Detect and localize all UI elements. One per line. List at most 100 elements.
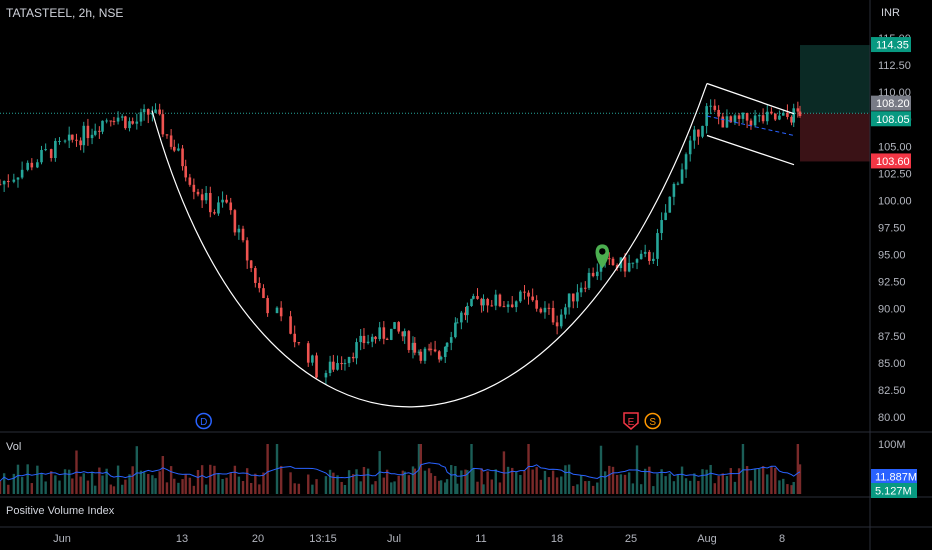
candle[interactable] <box>128 117 131 132</box>
candle[interactable] <box>12 173 16 184</box>
candle[interactable] <box>154 103 157 114</box>
candle[interactable] <box>249 260 253 273</box>
candle[interactable] <box>75 133 78 147</box>
candle[interactable] <box>343 359 347 371</box>
candle[interactable] <box>656 228 659 266</box>
candle[interactable] <box>169 129 173 150</box>
candle[interactable] <box>792 103 796 127</box>
candle[interactable] <box>498 293 502 308</box>
candle[interactable] <box>417 349 421 356</box>
candle[interactable] <box>49 148 53 162</box>
candle[interactable] <box>86 118 90 146</box>
candle[interactable] <box>366 334 370 345</box>
event-badge-s[interactable]: S <box>644 412 661 430</box>
candle[interactable] <box>643 244 647 258</box>
candle[interactable] <box>564 303 567 319</box>
candle[interactable] <box>82 121 86 153</box>
candle[interactable] <box>93 123 97 137</box>
candle[interactable] <box>217 196 220 216</box>
candle[interactable] <box>161 109 165 138</box>
candle[interactable] <box>139 108 143 126</box>
candle[interactable] <box>0 179 2 186</box>
candle[interactable] <box>385 337 389 341</box>
candle[interactable] <box>131 117 134 125</box>
candle[interactable] <box>455 318 459 324</box>
candle[interactable] <box>237 224 241 240</box>
candle[interactable] <box>332 354 335 372</box>
candle[interactable] <box>351 352 355 363</box>
candle[interactable] <box>158 103 161 116</box>
candle[interactable] <box>262 284 265 299</box>
candle[interactable] <box>378 321 381 342</box>
candle[interactable] <box>490 300 494 307</box>
candle[interactable] <box>54 138 57 162</box>
candle[interactable] <box>200 188 204 208</box>
candle[interactable] <box>693 125 696 149</box>
candle[interactable] <box>413 337 417 356</box>
candle[interactable] <box>741 112 745 124</box>
candle[interactable] <box>587 268 591 290</box>
candle[interactable] <box>30 158 34 171</box>
candle[interactable] <box>289 310 292 335</box>
candle[interactable] <box>717 105 720 125</box>
candle[interactable] <box>116 111 120 125</box>
candle[interactable] <box>482 294 485 312</box>
candle[interactable] <box>668 196 672 213</box>
candle[interactable] <box>67 126 71 149</box>
candle[interactable] <box>403 328 406 344</box>
candle[interactable] <box>90 128 94 145</box>
candle[interactable] <box>737 113 741 126</box>
candle[interactable] <box>328 355 332 377</box>
candle[interactable] <box>464 306 467 321</box>
candle[interactable] <box>676 181 680 186</box>
candle[interactable] <box>790 115 793 126</box>
candle[interactable] <box>543 301 547 319</box>
flag-mid-line[interactable] <box>706 115 795 136</box>
candle[interactable] <box>63 139 67 144</box>
candle[interactable] <box>778 110 781 121</box>
target-zone[interactable] <box>800 45 870 114</box>
candle[interactable] <box>437 350 441 363</box>
candle[interactable] <box>514 300 518 313</box>
candle[interactable] <box>120 114 124 121</box>
candle[interactable] <box>576 284 579 308</box>
candle[interactable] <box>362 328 366 350</box>
symbol-title[interactable]: TATASTEEL, 2h, NSE <box>6 6 124 20</box>
candle[interactable] <box>101 120 104 135</box>
candle[interactable] <box>798 105 802 118</box>
candle[interactable] <box>433 340 437 353</box>
candle[interactable] <box>275 306 279 314</box>
candle[interactable] <box>293 325 297 348</box>
candle[interactable] <box>460 310 463 330</box>
indicator-pane-label[interactable]: Positive Volume Index <box>6 505 115 517</box>
candle[interactable] <box>709 99 712 115</box>
candle[interactable] <box>221 191 224 208</box>
candle[interactable] <box>583 281 587 293</box>
candle[interactable] <box>184 159 188 182</box>
candle[interactable] <box>652 252 655 265</box>
candle[interactable] <box>443 345 447 363</box>
candle[interactable] <box>112 116 116 126</box>
candle[interactable] <box>559 309 563 329</box>
candle[interactable] <box>306 340 310 367</box>
stop-zone[interactable] <box>800 113 870 162</box>
candle[interactable] <box>181 144 184 171</box>
candle[interactable] <box>26 160 29 172</box>
candle[interactable] <box>523 285 526 300</box>
candle[interactable] <box>555 315 559 335</box>
candle[interactable] <box>595 263 599 280</box>
candle[interactable] <box>423 346 427 364</box>
candle[interactable] <box>531 288 534 302</box>
candle[interactable] <box>486 297 489 313</box>
candle[interactable] <box>506 300 510 313</box>
candle[interactable] <box>539 307 543 314</box>
candle[interactable] <box>627 254 631 273</box>
candle[interactable] <box>109 120 113 127</box>
candle[interactable] <box>233 208 237 236</box>
candle[interactable] <box>204 186 208 204</box>
event-badge-d[interactable]: D <box>195 412 212 430</box>
candle[interactable] <box>688 135 692 162</box>
volume-pane-label[interactable]: Vol <box>6 441 22 453</box>
candle[interactable] <box>347 356 351 367</box>
candle[interactable] <box>124 115 127 130</box>
